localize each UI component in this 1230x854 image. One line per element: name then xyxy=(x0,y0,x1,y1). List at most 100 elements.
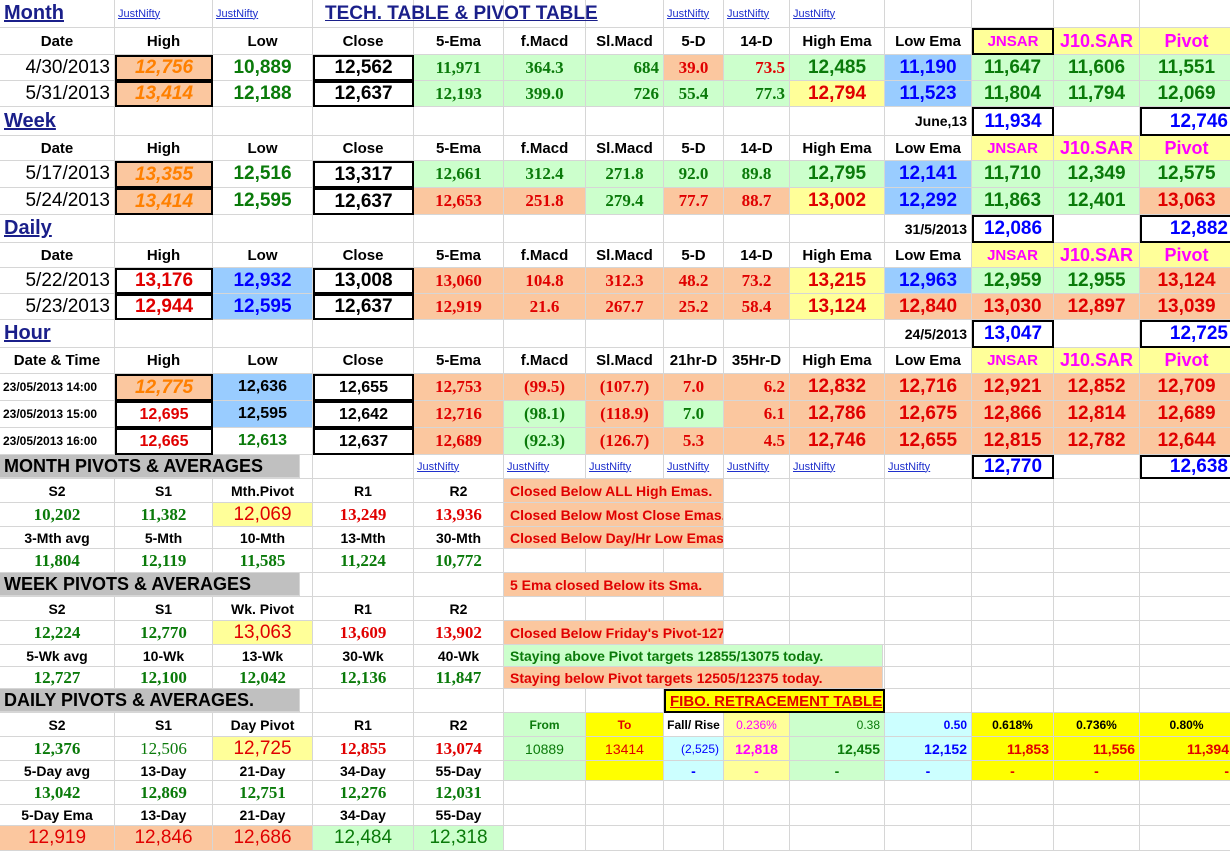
sheet-cell[interactable]: JNSAR xyxy=(972,348,1054,374)
empty-cell[interactable] xyxy=(972,573,1054,597)
sheet-cell[interactable]: 12,786 xyxy=(790,401,885,428)
sheet-cell[interactable]: Date xyxy=(0,28,115,55)
empty-cell[interactable] xyxy=(1140,503,1230,527)
empty-cell[interactable] xyxy=(1054,549,1140,573)
sheet-cell[interactable]: 11,551 xyxy=(1140,55,1230,81)
empty-cell[interactable] xyxy=(885,527,972,549)
sheet-cell[interactable]: (99.5) xyxy=(504,374,586,401)
sheet-cell[interactable]: 14-D xyxy=(724,136,790,161)
sheet-cell[interactable]: Fall/ Rise xyxy=(664,713,724,737)
sheet-cell[interactable]: 13414 xyxy=(586,737,664,761)
sheet-cell[interactable]: (107.7) xyxy=(586,374,664,401)
sheet-cell[interactable]: 12,770 xyxy=(115,621,213,645)
empty-cell[interactable] xyxy=(724,781,790,805)
sheet-cell[interactable]: (2,525) xyxy=(664,737,724,761)
sheet-cell[interactable]: 251.8 xyxy=(504,188,586,215)
empty-cell[interactable] xyxy=(1140,781,1230,805)
sheet-cell[interactable]: 12,376 xyxy=(0,737,115,761)
sheet-cell[interactable]: 12,318 xyxy=(414,826,504,851)
sheet-cell[interactable]: 13,215 xyxy=(790,268,885,294)
sheet-cell[interactable]: 5-Ema xyxy=(414,348,504,374)
sheet-cell[interactable]: 12,136 xyxy=(313,667,414,689)
empty-cell[interactable] xyxy=(664,320,724,348)
sheet-cell[interactable]: 12,276 xyxy=(313,781,414,805)
sheet-cell[interactable]: 12,349 xyxy=(1054,161,1140,188)
sheet-cell[interactable]: 13,042 xyxy=(0,781,115,805)
sheet-cell[interactable]: 12,756 xyxy=(115,55,213,81)
empty-cell[interactable] xyxy=(790,527,885,549)
sheet-cell[interactable]: 5-D xyxy=(664,243,724,268)
empty-cell[interactable] xyxy=(115,107,213,136)
sheet-cell[interactable]: High Ema xyxy=(790,136,885,161)
sheet-cell[interactable]: Month xyxy=(0,0,115,28)
sheet-cell[interactable]: 14-D xyxy=(724,28,790,55)
sheet-cell[interactable]: 11,853 xyxy=(972,737,1054,761)
sheet-cell[interactable]: 12,637 xyxy=(313,81,414,107)
empty-cell[interactable] xyxy=(972,527,1054,549)
empty-cell[interactable] xyxy=(313,573,414,597)
sheet-cell[interactable]: 11,863 xyxy=(972,188,1054,215)
sheet-cell[interactable]: 35Hr-D xyxy=(724,348,790,374)
empty-cell[interactable] xyxy=(504,805,586,826)
sheet-cell[interactable]: 12,455 xyxy=(790,737,885,761)
sheet-cell[interactable]: 12,716 xyxy=(885,374,972,401)
sheet-cell[interactable]: 12,665 xyxy=(115,428,213,455)
empty-cell[interactable] xyxy=(1054,320,1140,348)
sheet-cell[interactable]: J10.SAR xyxy=(1054,28,1140,55)
sheet-cell[interactable]: Low xyxy=(213,243,313,268)
sheet-cell[interactable]: R1 xyxy=(313,713,414,737)
empty-cell[interactable] xyxy=(586,597,664,621)
sheet-cell[interactable]: 13,030 xyxy=(972,294,1054,320)
sheet-cell[interactable]: 5.3 xyxy=(664,428,724,455)
sheet-cell[interactable]: 12,141 xyxy=(885,161,972,188)
empty-cell[interactable] xyxy=(213,689,313,713)
sheet-cell[interactable]: 12,725 xyxy=(213,737,313,761)
sheet-cell[interactable]: 12,595 xyxy=(213,401,313,428)
sheet-cell[interactable]: 12,866 xyxy=(972,401,1054,428)
sheet-cell[interactable]: 12,686 xyxy=(213,826,313,851)
sheet-cell[interactable]: 5 Ema closed Below its Sma. xyxy=(504,573,724,597)
empty-cell[interactable] xyxy=(1140,805,1230,826)
empty-cell[interactable] xyxy=(790,826,885,851)
sheet-cell[interactable]: 77.7 xyxy=(664,188,724,215)
sheet-cell[interactable]: 12,689 xyxy=(1140,401,1230,428)
sheet-cell[interactable]: 6.1 xyxy=(724,401,790,428)
sheet-cell[interactable]: 30-Mth xyxy=(414,527,504,549)
sheet-cell[interactable]: To xyxy=(586,713,664,737)
sheet-cell[interactable]: 12,689 xyxy=(414,428,504,455)
empty-cell[interactable] xyxy=(972,479,1054,503)
empty-cell[interactable] xyxy=(790,215,885,243)
sheet-cell[interactable]: 55.4 xyxy=(664,81,724,107)
sheet-cell[interactable]: 399.0 xyxy=(504,81,586,107)
empty-cell[interactable] xyxy=(504,320,586,348)
empty-cell[interactable] xyxy=(790,107,885,136)
sheet-cell[interactable]: Mth.Pivot xyxy=(213,479,313,503)
sheet-cell[interactable]: 12,814 xyxy=(1054,401,1140,428)
sheet-cell[interactable]: 73.5 xyxy=(724,55,790,81)
sheet-cell[interactable]: 13,047 xyxy=(972,320,1054,348)
sheet-cell[interactable]: 13,063 xyxy=(213,621,313,645)
sheet-cell[interactable]: Staying below Pivot targets 12505/12375 … xyxy=(504,667,883,689)
sheet-cell[interactable]: 13,124 xyxy=(1140,268,1230,294)
sheet-cell[interactable]: 11,647 xyxy=(972,55,1054,81)
empty-cell[interactable] xyxy=(1054,621,1140,645)
sheet-cell[interactable]: 12,919 xyxy=(0,826,115,851)
sheet-cell[interactable]: 12,815 xyxy=(972,428,1054,455)
sheet-cell[interactable]: 11,382 xyxy=(115,503,213,527)
sheet-cell[interactable]: 11,606 xyxy=(1054,55,1140,81)
sheet-cell[interactable]: S2 xyxy=(0,713,115,737)
sheet-cell[interactable]: 12,746 xyxy=(1140,107,1230,136)
sheet-cell[interactable]: 12,959 xyxy=(972,268,1054,294)
sheet-cell[interactable]: 48.2 xyxy=(664,268,724,294)
sheet-cell[interactable]: 12,775 xyxy=(115,374,213,401)
empty-cell[interactable] xyxy=(724,107,790,136)
sheet-cell[interactable]: Pivot xyxy=(1140,28,1230,55)
empty-cell[interactable] xyxy=(724,805,790,826)
sheet-cell[interactable]: 7.0 xyxy=(664,401,724,428)
sheet-cell[interactable]: 12,152 xyxy=(885,737,972,761)
sheet-cell[interactable]: JustNifty xyxy=(664,0,724,28)
sheet-cell[interactable]: - xyxy=(1054,761,1140,781)
sheet-cell[interactable]: JNSAR xyxy=(972,243,1054,268)
empty-cell[interactable] xyxy=(313,215,414,243)
sheet-cell[interactable]: 24/5/2013 xyxy=(885,320,972,348)
